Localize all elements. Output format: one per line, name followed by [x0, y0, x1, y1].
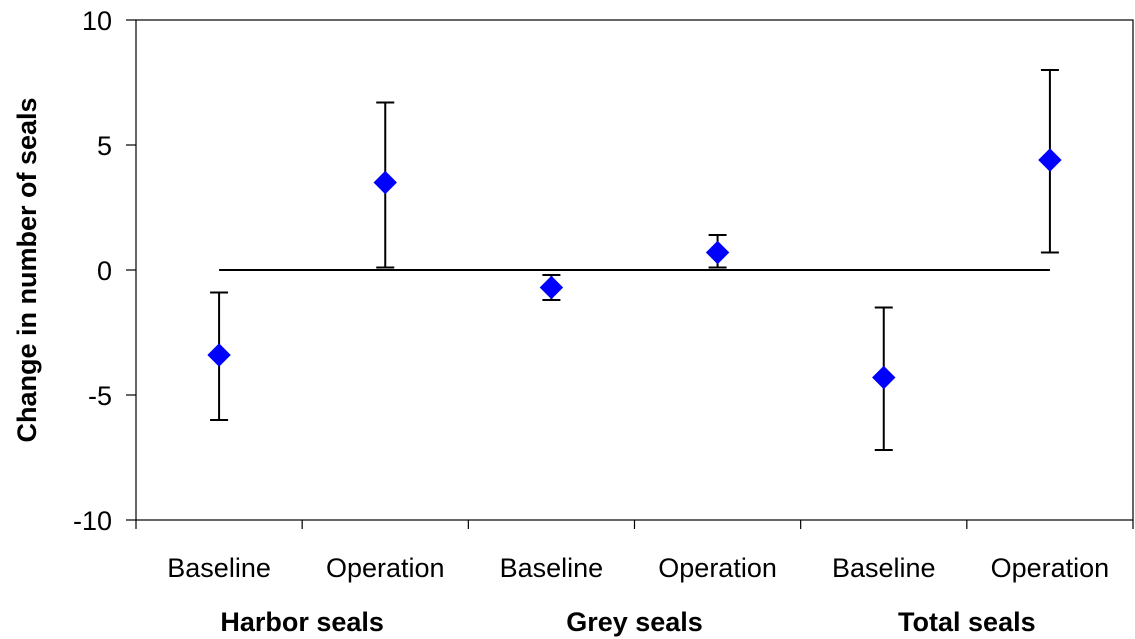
data-point-marker: [872, 365, 896, 390]
category-label: Baseline: [500, 553, 604, 583]
data-point-marker: [539, 275, 564, 300]
y-tick-label: -10: [73, 506, 112, 536]
data-point-marker: [373, 170, 397, 195]
y-tick-label: 10: [82, 6, 112, 36]
y-axis-title: Change in number of seals: [12, 97, 42, 442]
data-point-marker: [705, 240, 730, 265]
y-tick-label: 5: [97, 131, 112, 161]
category-label: Baseline: [832, 553, 936, 583]
category-label: Operation: [326, 553, 445, 583]
group-label: Grey seals: [566, 607, 703, 637]
category-label: Baseline: [167, 553, 271, 583]
group-label: Total seals: [898, 607, 1036, 637]
data-point-marker: [207, 343, 231, 367]
data-point-marker: [1038, 148, 1062, 172]
category-label: Operation: [658, 553, 777, 583]
y-tick-label: -5: [88, 381, 112, 411]
group-label: Harbor seals: [220, 607, 384, 637]
category-label: Operation: [991, 553, 1110, 583]
y-tick-label: 0: [97, 256, 112, 286]
